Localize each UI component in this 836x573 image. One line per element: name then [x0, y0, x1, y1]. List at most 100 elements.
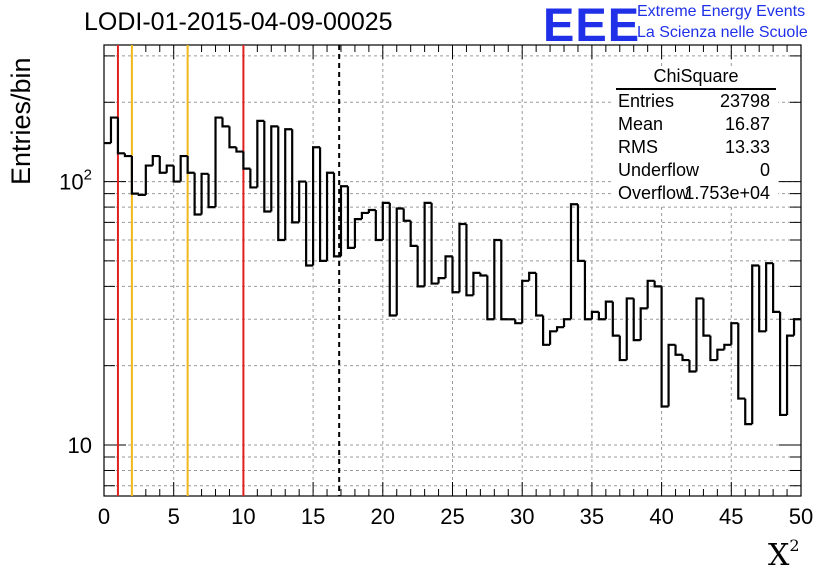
x-tick-label: 30 — [510, 504, 534, 529]
histogram-bin — [737, 323, 746, 400]
stats-key: Mean — [618, 114, 664, 134]
x-axis-label-superscript: 2 — [789, 536, 800, 555]
x-tick-label: 40 — [649, 504, 673, 529]
histogram-bin — [465, 224, 474, 297]
logo-caption-line1: Extreme Energy Events — [637, 3, 806, 20]
histogram-bin — [528, 271, 537, 281]
histogram-bin — [318, 147, 328, 262]
y-tick-label: 102 — [59, 167, 92, 195]
histogram-bin — [367, 208, 376, 213]
histogram-bin — [416, 245, 425, 288]
histogram-bin — [576, 204, 585, 262]
histogram-bin — [402, 208, 411, 222]
stats-title: ChiSquare — [616, 66, 776, 90]
y-tick-label: 10 — [68, 433, 92, 458]
histogram-bin — [604, 300, 613, 320]
histogram-bin — [242, 151, 251, 170]
stats-value: 16.87 — [724, 114, 770, 134]
stats-row-entries: Entries 23798 — [612, 90, 778, 113]
histogram-bin — [381, 201, 390, 240]
histogram-bin — [653, 280, 662, 288]
histogram-bin — [256, 119, 265, 188]
histogram-bin — [562, 318, 571, 328]
histogram-bin — [486, 275, 495, 321]
histogram-bin — [305, 181, 314, 267]
histogram-bin — [646, 279, 655, 309]
stats-key: Underflow — [618, 160, 700, 180]
histogram-bin — [235, 147, 244, 153]
histogram-bin — [151, 154, 160, 166]
x-tick-label: 25 — [440, 504, 464, 529]
x-tick-label: 15 — [301, 504, 325, 529]
histogram-bin — [277, 126, 286, 242]
stats-key: RMS — [618, 137, 658, 157]
histogram-bin — [618, 335, 627, 362]
histogram-bin — [409, 220, 418, 247]
histogram-bin — [590, 310, 599, 320]
stats-row-rms: RMS 13.33 — [612, 136, 778, 159]
histogram-bin — [702, 298, 711, 337]
histogram-bin — [514, 319, 523, 325]
histogram-bin — [681, 354, 690, 362]
histogram-bin — [695, 297, 704, 372]
histogram-bin — [137, 193, 146, 196]
histogram-bin — [158, 156, 167, 174]
histogram-bin — [611, 301, 620, 337]
histogram-bin — [792, 318, 801, 336]
histogram-bin — [207, 173, 216, 209]
histogram-bin — [709, 335, 718, 362]
histogram-bin — [555, 326, 565, 332]
histogram-bin — [193, 172, 202, 216]
histogram-bin — [228, 126, 237, 149]
stats-value: 23798 — [719, 91, 770, 111]
x-tick-label: 50 — [789, 504, 813, 529]
histogram-bin — [332, 172, 341, 258]
histogram-bin — [632, 298, 641, 342]
histogram-bin — [221, 117, 230, 128]
histogram-bin — [778, 311, 788, 417]
histogram-bin — [214, 116, 223, 208]
histogram-bin — [535, 272, 544, 317]
histogram-bin — [395, 207, 404, 316]
stats-row-mean: Mean 16.87 — [612, 113, 778, 136]
histogram-bin — [388, 202, 397, 317]
histogram-bin — [542, 315, 551, 346]
histogram-bin — [493, 238, 502, 320]
histogram-bin — [639, 307, 648, 341]
histogram-bin — [479, 272, 488, 277]
histogram-bin — [674, 344, 683, 356]
stats-value: 13.33 — [724, 137, 770, 157]
histogram-bin — [144, 164, 153, 195]
histogram-bin — [667, 343, 676, 407]
stats-row-overflow: Overflow 1.753e+04 — [612, 182, 778, 205]
histogram-bin — [200, 172, 209, 215]
x-tick-label: 5 — [168, 504, 180, 529]
histogram-bin — [312, 146, 321, 266]
stats-key: Overflow — [618, 183, 690, 203]
histogram-bin — [660, 286, 669, 408]
histogram-bin — [625, 297, 634, 361]
x-tick-label: 35 — [580, 504, 604, 529]
histogram-bin — [458, 222, 467, 293]
eee-logo: EEE — [543, 0, 641, 51]
histogram-bin — [716, 348, 725, 361]
histogram-bin — [130, 156, 139, 195]
histogram-bin — [353, 218, 362, 248]
x-tick-label: 20 — [371, 504, 395, 529]
histogram-bin — [116, 117, 125, 155]
histogram-bin — [430, 202, 439, 285]
histogram-bin — [765, 262, 774, 332]
histogram-bin — [444, 255, 453, 279]
histogram-bin — [744, 398, 753, 426]
histogram-bin — [437, 277, 446, 284]
histogram-bin — [583, 260, 592, 321]
histogram-bin — [548, 330, 558, 345]
x-tick-label: 10 — [231, 504, 255, 529]
histogram-bin — [688, 360, 697, 373]
histogram-bin — [186, 156, 195, 174]
histogram-bin — [730, 322, 739, 345]
histogram-bin — [172, 165, 181, 183]
histogram-bin — [451, 256, 460, 294]
histogram-bin — [339, 185, 348, 257]
